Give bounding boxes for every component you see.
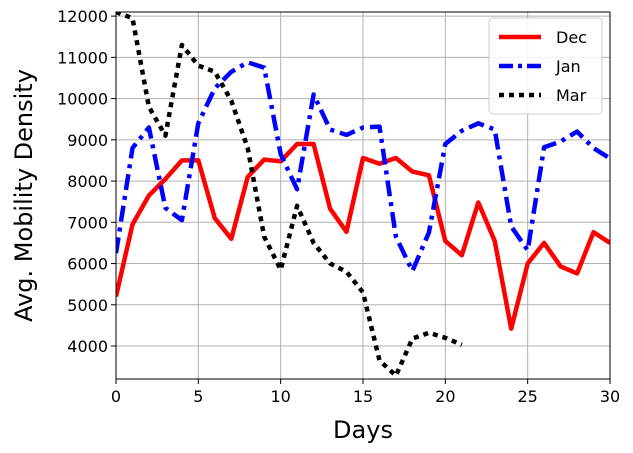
y-tick-label: 9000 bbox=[67, 131, 108, 150]
x-axis-label: Days bbox=[333, 416, 393, 444]
series-line-mar bbox=[116, 12, 463, 378]
x-tick-label: 15 bbox=[353, 387, 373, 406]
series-line-dec bbox=[116, 141, 610, 331]
x-tick-label: 30 bbox=[600, 387, 620, 406]
x-tick-label: 25 bbox=[517, 387, 537, 406]
legend-label-jan: Jan bbox=[555, 57, 581, 76]
x-tick-label: 5 bbox=[193, 387, 203, 406]
y-tick-label: 12000 bbox=[57, 7, 108, 26]
y-tick-label: 10000 bbox=[57, 90, 108, 109]
legend-label-dec: Dec bbox=[556, 28, 587, 47]
x-tick-label: 0 bbox=[111, 387, 121, 406]
plot-area bbox=[116, 12, 610, 378]
x-axis-ticks: 0 5 10 15 20 25 30 bbox=[111, 379, 620, 406]
legend: Dec Jan Mar bbox=[488, 17, 603, 115]
y-tick-label: 7000 bbox=[67, 213, 108, 232]
legend-label-mar: Mar bbox=[556, 86, 587, 105]
y-tick-label: 4000 bbox=[67, 337, 108, 356]
y-axis-ticks: 4000 5000 6000 7000 8000 9000 10000 11000 12000 bbox=[57, 7, 116, 356]
x-tick-label: 10 bbox=[270, 387, 290, 406]
y-tick-label: 5000 bbox=[67, 296, 108, 315]
series-line-jan bbox=[116, 60, 610, 274]
y-tick-label: 6000 bbox=[67, 255, 108, 274]
y-tick-label: 8000 bbox=[67, 172, 108, 191]
x-tick-label: 20 bbox=[435, 387, 455, 406]
legend-box bbox=[488, 17, 603, 115]
y-axis-label: Avg. Mobility Density bbox=[10, 69, 38, 322]
y-tick-label: 11000 bbox=[57, 48, 108, 67]
